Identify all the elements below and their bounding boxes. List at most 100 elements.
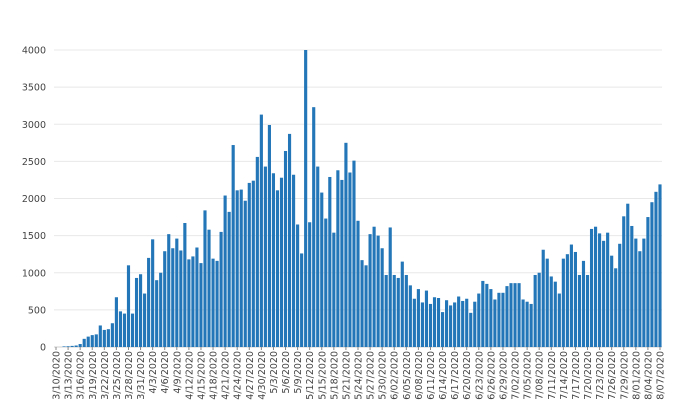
bar — [497, 292, 501, 347]
bar — [251, 180, 255, 347]
y-tick-label: 2500 — [22, 157, 46, 168]
bar — [143, 293, 147, 347]
bar — [207, 229, 211, 347]
x-tick-label: 8/04/2020 — [643, 351, 654, 400]
bar — [549, 276, 553, 347]
x-tick-label: 3/13/2020 — [64, 351, 75, 400]
bar — [372, 226, 376, 347]
bar — [505, 286, 509, 347]
bar — [195, 247, 199, 347]
x-tick-label: 7/26/2020 — [607, 351, 618, 400]
bar — [122, 313, 127, 347]
bar — [598, 233, 602, 347]
bar — [296, 224, 300, 347]
x-tick-label: 6/14/2020 — [438, 351, 449, 400]
x-tick-label: 5/21/2020 — [341, 351, 352, 400]
bar — [163, 251, 167, 347]
bar — [98, 325, 102, 347]
bar — [525, 301, 529, 347]
bar — [545, 258, 549, 347]
bar — [436, 298, 441, 347]
bar — [352, 160, 356, 347]
x-tick-label: 4/12/2020 — [184, 351, 195, 400]
x-tick-label: 4/18/2020 — [209, 351, 220, 400]
x-tick-label: 3/16/2020 — [76, 351, 87, 400]
x-tick-label: 7/17/2020 — [571, 351, 582, 400]
bar — [82, 338, 86, 347]
x-tick-label: 3/25/2020 — [112, 351, 123, 400]
bar — [489, 289, 493, 347]
bar — [581, 260, 586, 347]
bar — [304, 50, 308, 347]
bar — [300, 253, 304, 347]
x-tick-label: 4/15/2020 — [196, 351, 207, 400]
bar — [332, 232, 336, 347]
bar — [420, 302, 424, 347]
bar — [344, 142, 348, 347]
bar — [159, 272, 163, 347]
x-tick-label: 7/08/2020 — [535, 351, 546, 400]
bar — [585, 274, 590, 347]
bar — [155, 280, 159, 347]
bar — [481, 280, 485, 347]
y-tick-label: 4000 — [22, 46, 46, 57]
bar — [529, 303, 533, 347]
bar — [501, 292, 505, 347]
bar — [513, 283, 517, 347]
y-tick-label: 1500 — [22, 231, 46, 242]
bar — [70, 345, 74, 347]
bar — [553, 281, 557, 347]
bar — [432, 297, 437, 347]
bar — [348, 172, 352, 347]
bar — [388, 227, 392, 347]
bar — [239, 189, 243, 347]
bar — [287, 133, 292, 347]
x-tick-label: 5/30/2020 — [378, 351, 389, 400]
bar — [90, 335, 94, 347]
bar — [509, 283, 513, 347]
y-tick-label: 500 — [28, 305, 46, 316]
bar — [215, 260, 219, 347]
x-tick-label: 4/30/2020 — [257, 351, 268, 400]
bar — [267, 124, 271, 348]
bar — [134, 277, 139, 347]
bar — [650, 202, 654, 347]
bar — [279, 177, 284, 347]
bar — [561, 258, 565, 347]
bar — [147, 257, 151, 347]
x-tick-label: 7/29/2020 — [619, 351, 630, 400]
bar — [424, 290, 429, 347]
bar — [630, 225, 634, 347]
bar — [175, 238, 179, 347]
bar — [235, 190, 239, 347]
bar — [247, 182, 251, 347]
bar — [62, 346, 66, 347]
bar — [380, 248, 384, 347]
x-tick-label: 6/29/2020 — [498, 351, 509, 400]
bar — [102, 329, 106, 347]
bar — [589, 228, 594, 347]
x-tick-label: 4/21/2020 — [221, 351, 232, 400]
bar — [565, 254, 569, 347]
bar — [130, 313, 135, 347]
bar — [602, 240, 606, 347]
x-tick-label: 3/31/2020 — [136, 351, 147, 400]
bar — [360, 260, 364, 347]
y-tick-label: 3000 — [22, 120, 46, 131]
bar — [231, 145, 235, 347]
bar — [569, 244, 573, 347]
bar — [320, 192, 324, 347]
bar — [368, 234, 372, 347]
bar — [86, 336, 90, 347]
bar — [167, 234, 171, 347]
bar — [457, 296, 461, 347]
bars — [62, 50, 662, 348]
bar — [114, 297, 118, 347]
x-tick-label: 4/27/2020 — [245, 351, 256, 400]
bar — [445, 300, 449, 347]
x-tick-label: 7/11/2020 — [547, 351, 558, 400]
x-tick-label: 7/05/2020 — [523, 351, 534, 400]
bar — [263, 166, 267, 347]
bar — [340, 179, 344, 347]
